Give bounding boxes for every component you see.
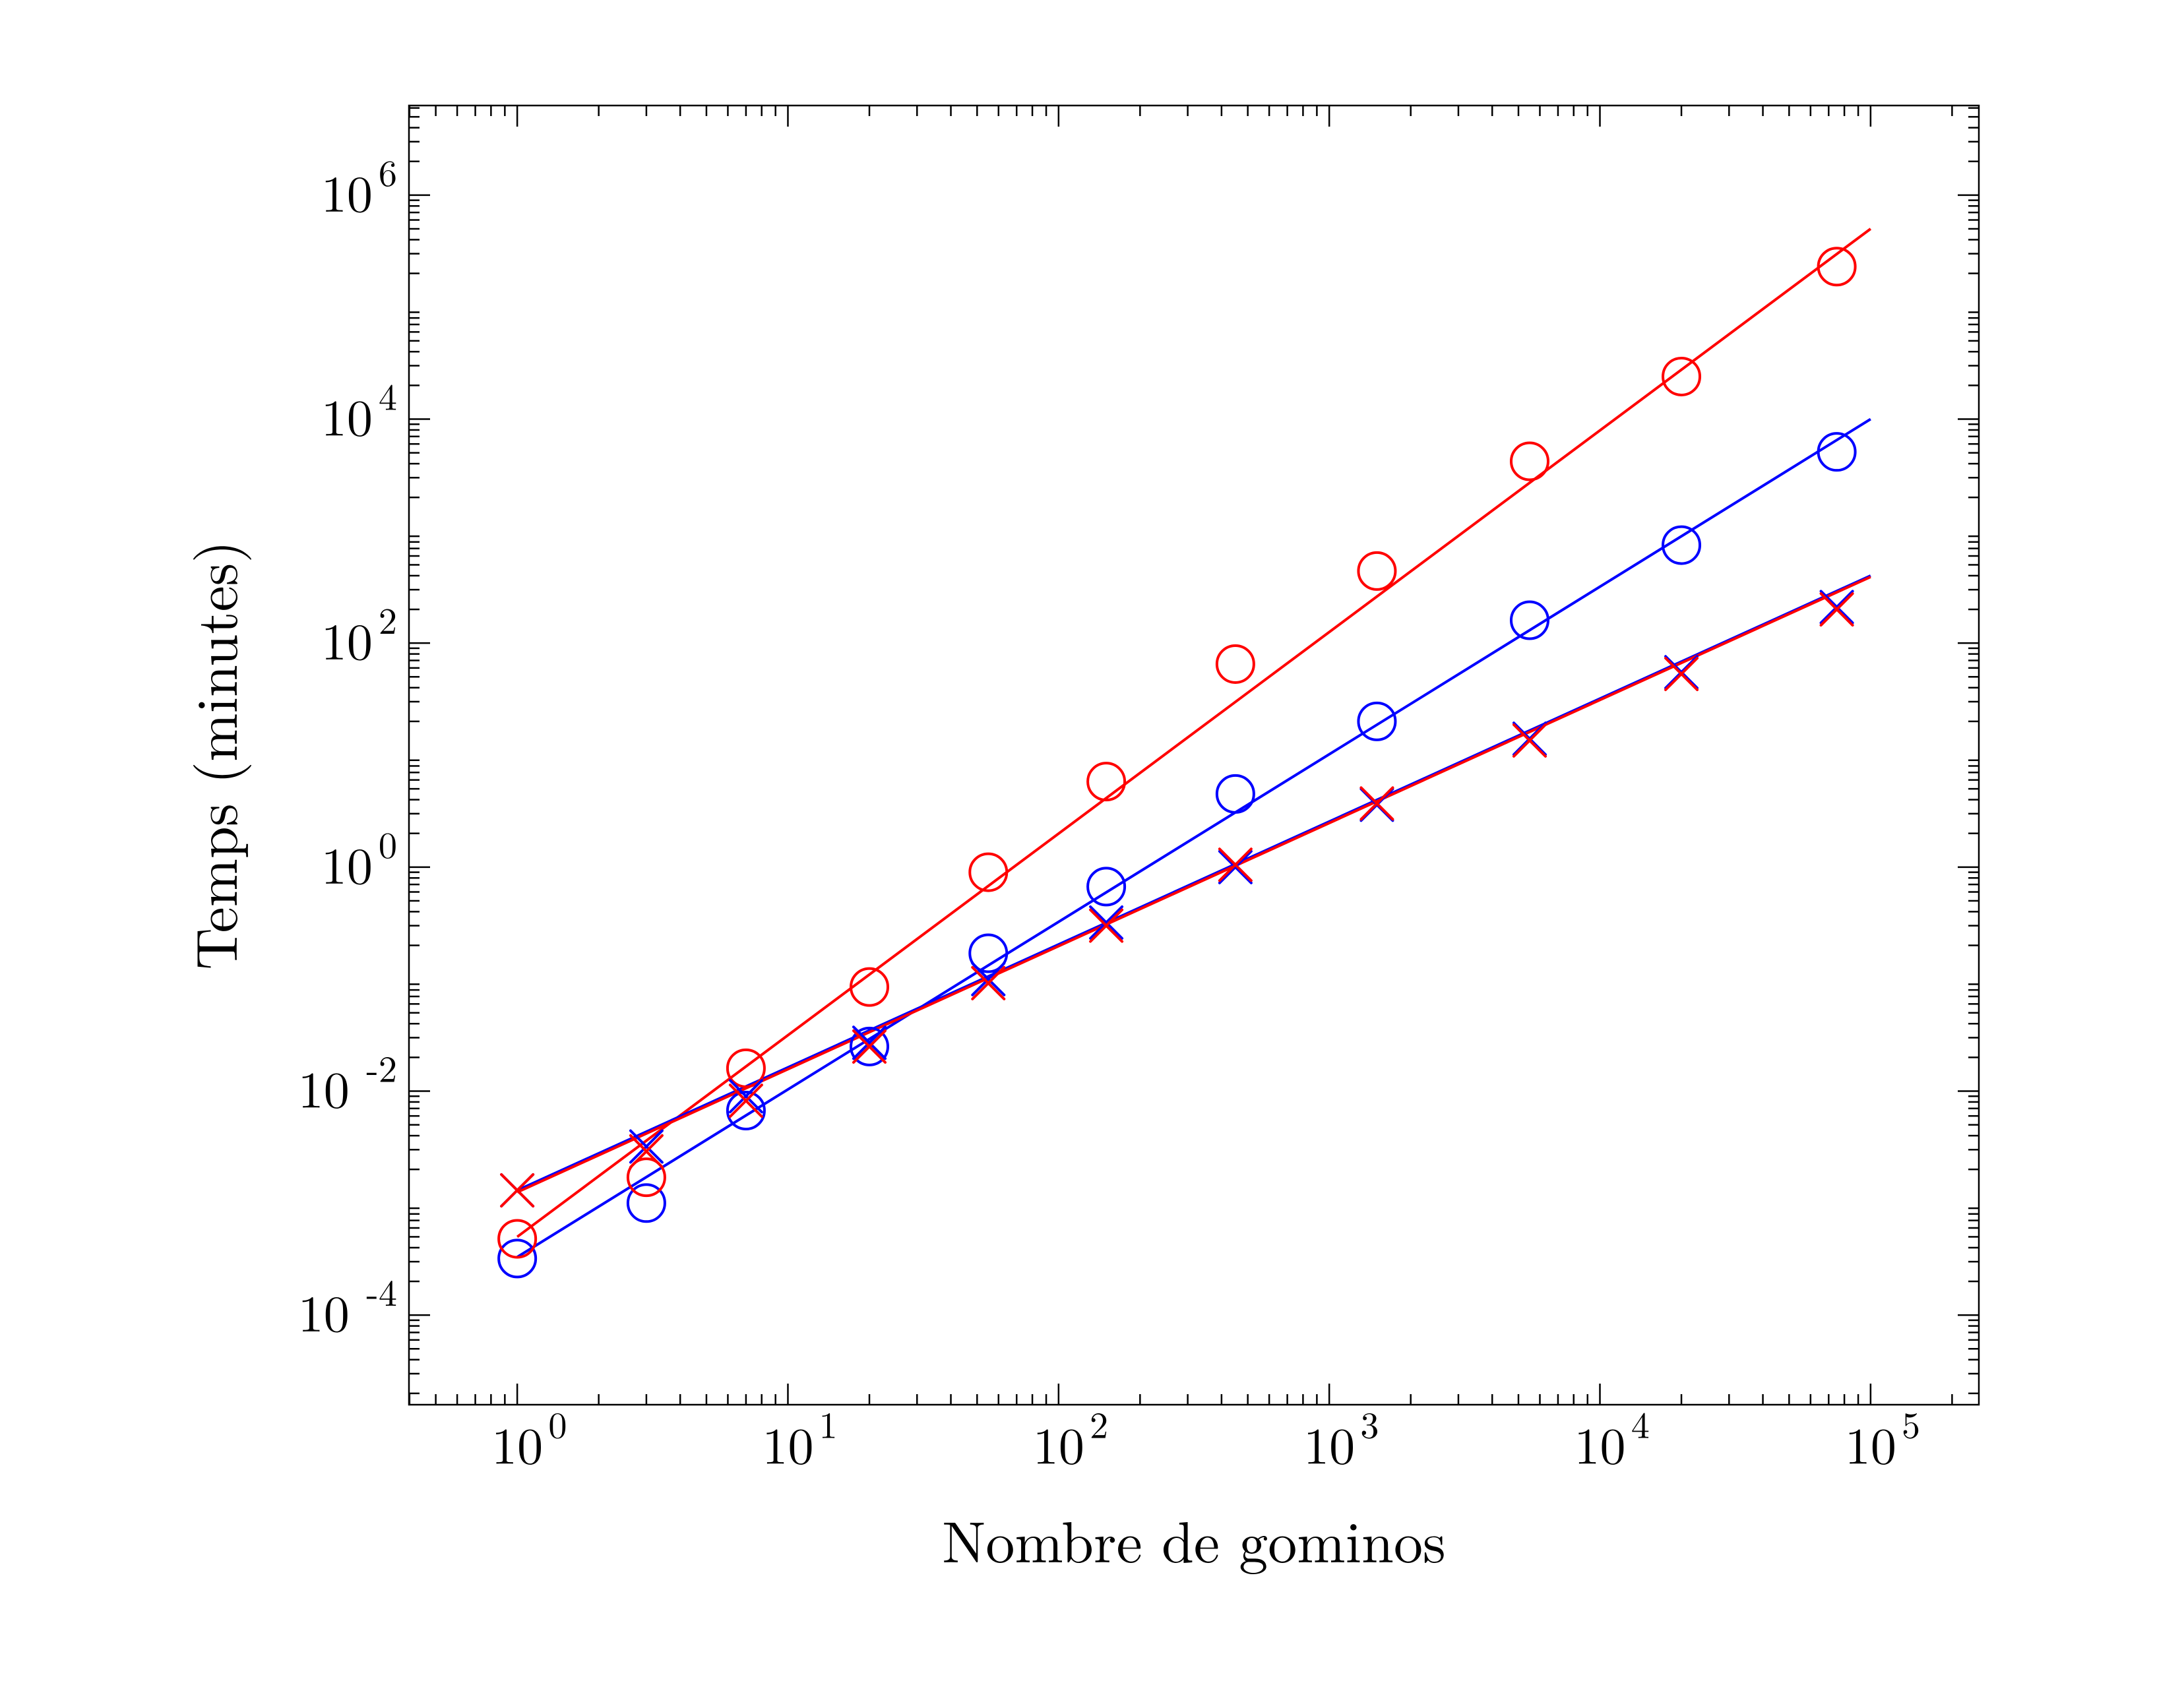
svg-text:10: 10	[1033, 1406, 1084, 1479]
y-axis-label: Temps (minutes)	[172, 106, 254, 1405]
x-axis-label: Nombre de gominos	[409, 1497, 1979, 1579]
svg-text:10: 10	[1303, 1406, 1355, 1479]
svg-text:10: 10	[491, 1406, 543, 1479]
svg-text:10: 10	[298, 1049, 350, 1122]
svg-text:10: 10	[298, 1273, 350, 1347]
svg-text:10: 10	[1845, 1406, 1896, 1479]
svg-text:10: 10	[321, 826, 373, 899]
svg-text:4: 4	[379, 369, 397, 421]
svg-text:-4: -4	[366, 1265, 397, 1317]
svg-text:-2: -2	[366, 1041, 397, 1093]
svg-text:2: 2	[379, 593, 397, 645]
svg-text:10: 10	[321, 377, 373, 450]
svg-text:10: 10	[1575, 1406, 1626, 1479]
svg-text:10: 10	[321, 154, 373, 227]
svg-text:6: 6	[379, 145, 397, 197]
svg-text:10: 10	[762, 1406, 813, 1479]
svg-text:10: 10	[321, 601, 373, 675]
chart-container: 10010110210310410510-410-2100102104106 N…	[0, 0, 2184, 1683]
chart-svg: 10010110210310410510-410-2100102104106	[0, 0, 2184, 1683]
svg-text:0: 0	[379, 817, 397, 869]
